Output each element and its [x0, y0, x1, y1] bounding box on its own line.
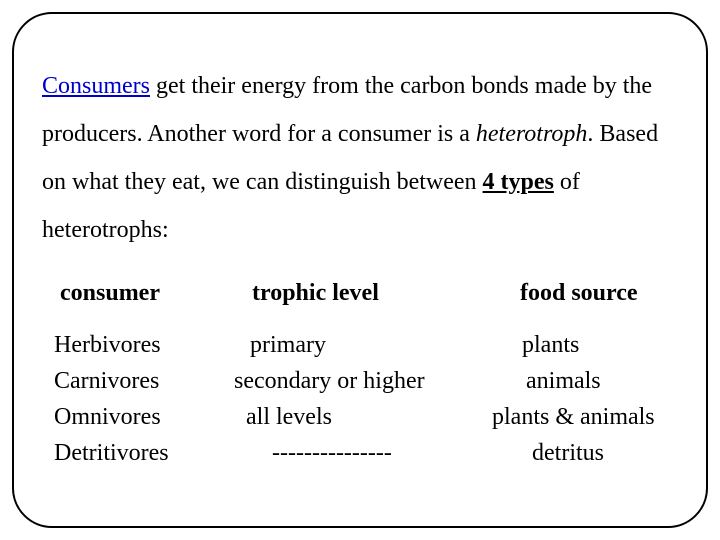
header-trophic-level: trophic level — [232, 280, 492, 327]
cell-trophic-level: secondary or higher — [232, 363, 492, 399]
cell-food-source: plants — [492, 327, 702, 363]
cell-consumer: Omnivores — [42, 399, 232, 435]
cell-trophic-level: primary — [232, 327, 492, 363]
intro-paragraph: Consumers get their energy from the carb… — [42, 62, 678, 254]
cell-food-source: plants & animals — [492, 399, 702, 435]
cell-trophic-level: --------------- — [232, 435, 492, 471]
heterotroph-term: heterotroph — [476, 121, 588, 147]
heterotroph-table: consumer trophic level food source Herbi… — [42, 280, 678, 471]
four-types-term: 4 types — [483, 169, 554, 195]
cell-consumer: Detritivores — [42, 435, 232, 471]
rounded-frame: Consumers get their energy from the carb… — [12, 12, 708, 528]
cell-consumer: Carnivores — [42, 363, 232, 399]
cell-food-source: detritus — [492, 435, 702, 471]
cell-food-source: animals — [492, 363, 702, 399]
cell-trophic-level: all levels — [232, 399, 492, 435]
header-consumer: consumer — [42, 280, 232, 327]
cell-consumer: Herbivores — [42, 327, 232, 363]
consumers-term: Consumers — [42, 73, 150, 99]
header-food-source: food source — [492, 280, 702, 327]
